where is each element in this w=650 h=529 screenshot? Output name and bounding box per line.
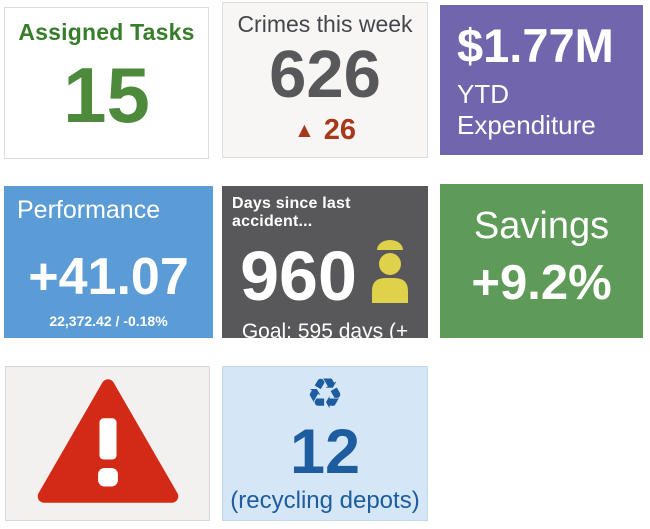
crimes-delta: ▲ 26 (223, 114, 427, 147)
ytd-expenditure-value: $1.77M (457, 18, 614, 72)
accident-goal: Goal: 595 days (+ 161.3%) (241, 320, 409, 338)
recycling-card: ♻ 12 (recycling depots) (222, 366, 428, 521)
up-triangle-icon: ▲ (293, 119, 315, 142)
savings-card: Savings +9.2% (440, 184, 643, 338)
assigned-tasks-value: 15 (63, 51, 150, 139)
crimes-value: 626 (269, 37, 381, 112)
warning-triangle-icon (37, 378, 179, 509)
ytd-expenditure-card: $1.77M YTD Expenditure (440, 5, 643, 155)
assigned-tasks-title: Assigned Tasks (18, 19, 195, 45)
recycle-icon: ♻ (306, 369, 344, 418)
savings-title: Savings (473, 205, 610, 247)
accident-value: 960 (240, 237, 357, 315)
savings-value: +9.2% (471, 256, 612, 310)
recycling-value: 12 (289, 417, 361, 487)
performance-detail: 22,372.42 / -0.18% (49, 313, 168, 329)
performance-value: +41.07 (28, 248, 189, 306)
ytd-expenditure-label: YTD Expenditure (457, 78, 596, 140)
crimes-title: Crimes this week (237, 11, 413, 37)
recycling-label: (recycling depots) (230, 487, 420, 514)
performance-title: Performance (17, 196, 161, 224)
crimes-card: Crimes this week 626 ▲ 26 (222, 2, 428, 158)
assigned-tasks-card: Assigned Tasks 15 (4, 7, 209, 159)
worker-icon (370, 239, 410, 314)
crimes-delta-value: 26 (323, 114, 357, 146)
performance-card: Performance +41.07 22,372.42 / -0.18% (4, 186, 213, 338)
warning-card (5, 366, 210, 521)
accident-title: Days since last accident... (232, 195, 351, 230)
days-since-accident-card: Days since last accident... 960 Goal: 59… (222, 186, 428, 338)
accident-value-row: 960 (222, 233, 428, 319)
